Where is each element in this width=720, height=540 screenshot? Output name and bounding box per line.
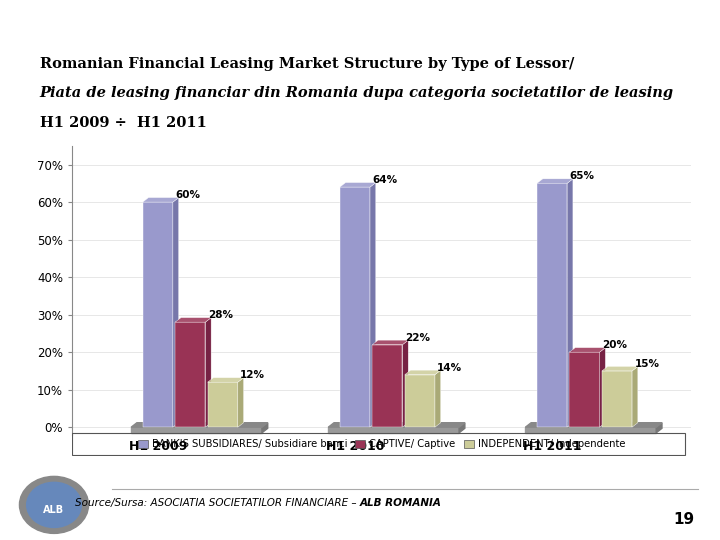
Polygon shape (459, 423, 465, 433)
Polygon shape (328, 423, 465, 427)
Polygon shape (340, 183, 376, 187)
Polygon shape (207, 377, 243, 382)
Polygon shape (405, 370, 441, 375)
Text: Romanian Financial Leasing Market Structure by Type of Lessor/: Romanian Financial Leasing Market Struct… (40, 57, 574, 71)
Bar (143, 202, 173, 427)
Polygon shape (600, 348, 606, 427)
Polygon shape (205, 318, 211, 427)
Text: 28%: 28% (207, 310, 233, 320)
Polygon shape (131, 423, 268, 427)
Polygon shape (262, 423, 268, 433)
Bar (537, 183, 567, 427)
Text: Piata de leasing financiar din Romania dupa categoria societatilor de leasing: Piata de leasing financiar din Romania d… (40, 86, 674, 100)
Bar (405, 375, 435, 427)
Polygon shape (175, 318, 211, 322)
Text: 64%: 64% (372, 175, 397, 185)
Polygon shape (173, 198, 179, 427)
Text: 22%: 22% (405, 333, 430, 343)
Bar (372, 345, 402, 427)
Polygon shape (537, 179, 573, 183)
Polygon shape (370, 183, 376, 427)
Polygon shape (567, 179, 573, 427)
Text: 65%: 65% (570, 171, 595, 181)
Circle shape (19, 476, 89, 534)
Text: 19: 19 (674, 511, 695, 526)
Text: 20%: 20% (602, 340, 627, 350)
Polygon shape (602, 367, 638, 371)
Polygon shape (435, 370, 441, 427)
Legend: BANK'S SUBSIDIARES/ Subsidiare banci, CAPTIVE/ Captive, INDEPENDENT/ Independent: BANK'S SUBSIDIARES/ Subsidiare banci, CA… (136, 437, 627, 451)
Bar (602, 371, 632, 427)
Text: 15%: 15% (634, 359, 660, 369)
Polygon shape (526, 427, 656, 433)
Text: H1 2009 ÷  H1 2011: H1 2009 ÷ H1 2011 (40, 116, 207, 130)
Polygon shape (238, 377, 243, 427)
Text: 60%: 60% (175, 190, 200, 200)
Polygon shape (328, 427, 459, 433)
Bar (570, 352, 600, 427)
Text: ALB ROMANIA: ALB ROMANIA (360, 498, 442, 508)
Polygon shape (143, 198, 179, 202)
Bar (340, 187, 370, 427)
Bar (207, 382, 238, 427)
Polygon shape (570, 348, 606, 352)
Polygon shape (372, 340, 408, 345)
Circle shape (27, 482, 81, 528)
Text: 12%: 12% (240, 370, 265, 380)
Polygon shape (632, 367, 638, 427)
Text: Source/Sursa: ASOCIATIA SOCIETATILOR FINANCIARE –: Source/Sursa: ASOCIATIA SOCIETATILOR FIN… (75, 498, 360, 508)
Text: ALB: ALB (43, 505, 65, 515)
Polygon shape (656, 423, 662, 433)
Polygon shape (131, 427, 262, 433)
Bar (175, 322, 205, 427)
Text: 14%: 14% (437, 363, 462, 373)
Polygon shape (526, 423, 662, 427)
Polygon shape (402, 340, 408, 427)
